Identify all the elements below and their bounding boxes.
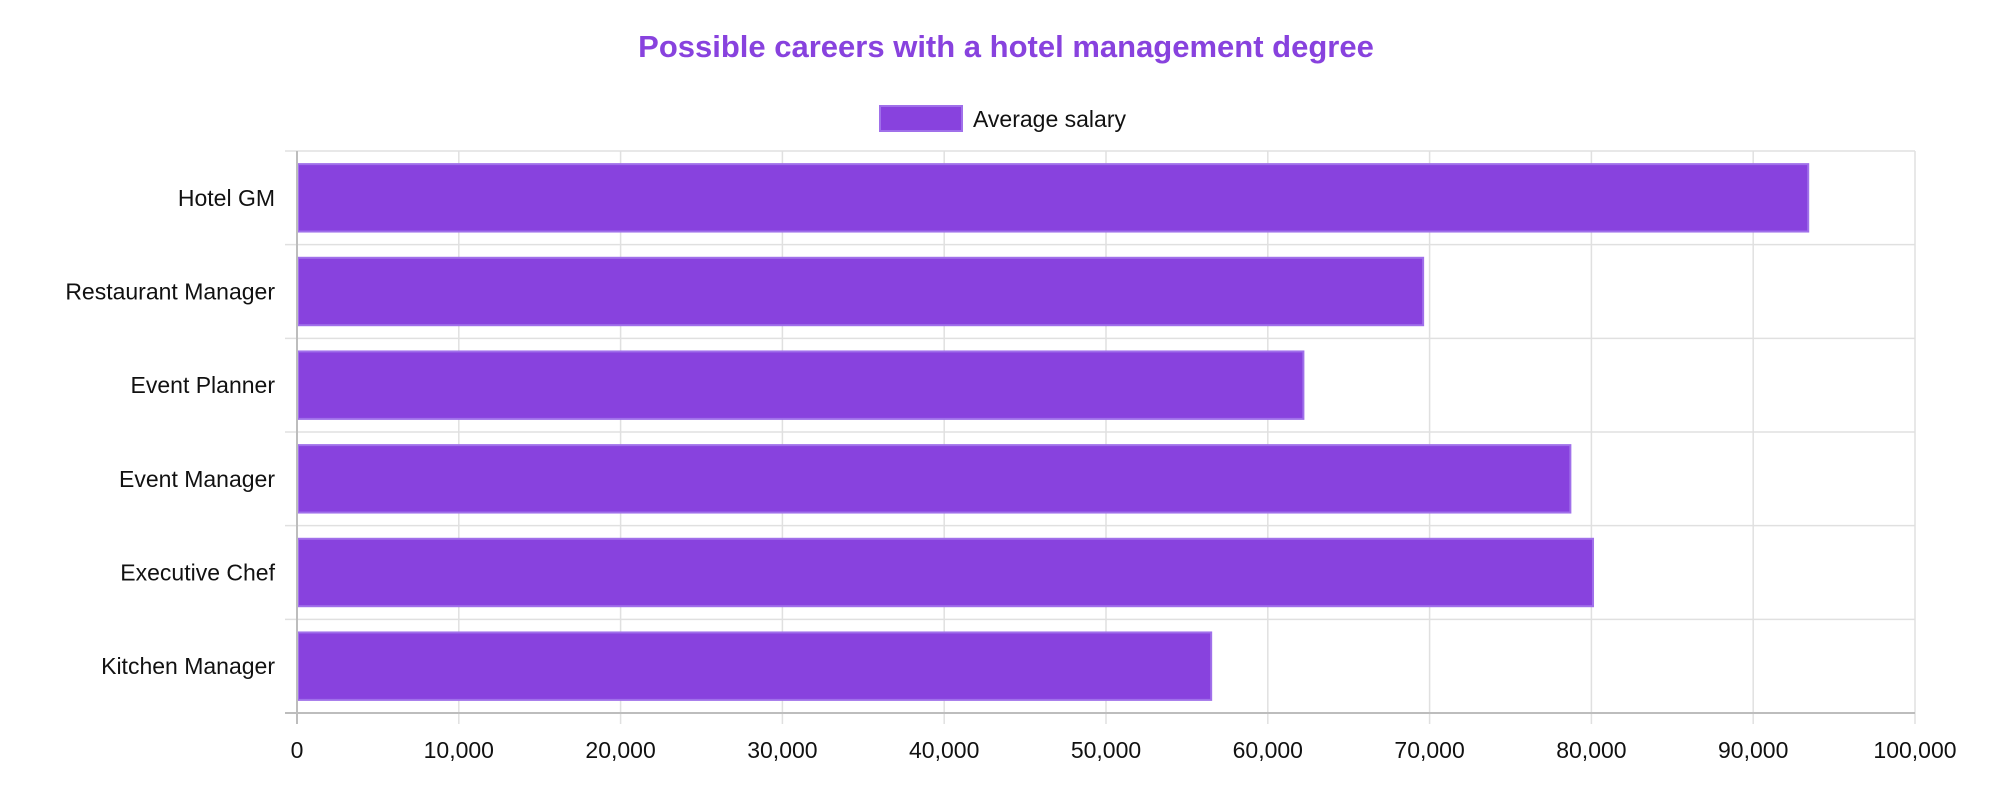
x-tick-label: 0 xyxy=(291,737,304,763)
bar-hotel-gm[interactable] xyxy=(297,163,1810,233)
x-tick-label: 90,000 xyxy=(1718,737,1788,763)
x-tick-label: 100,000 xyxy=(1873,737,1956,763)
chart-title: Possible careers with a hotel management… xyxy=(638,29,1374,64)
category-label: Event Planner xyxy=(131,372,276,398)
category-label: Kitchen Manager xyxy=(101,653,275,679)
x-tick-label: 40,000 xyxy=(909,737,979,763)
legend-label: Average salary xyxy=(973,106,1126,132)
x-tick-labels: 0 10,000 20,000 30,000 40,000 50,000 60,000 70,… xyxy=(291,737,1957,763)
x-tick-label: 70,000 xyxy=(1394,737,1464,763)
axes xyxy=(285,151,1915,724)
category-label: Hotel GM xyxy=(178,185,275,211)
x-tick-label: 60,000 xyxy=(1233,737,1303,763)
bar-event-planner[interactable] xyxy=(297,350,1305,420)
x-tick-label: 30,000 xyxy=(747,737,817,763)
category-labels: Hotel GM Restaurant Manager Event Planner E… xyxy=(65,185,275,679)
category-label: Event Manager xyxy=(119,466,275,492)
legend[interactable]: Average salary xyxy=(879,105,1126,132)
legend-swatch xyxy=(879,105,963,132)
category-label: Executive Chef xyxy=(120,560,275,586)
bars xyxy=(297,163,1810,701)
bar-restaurant-manager[interactable] xyxy=(297,256,1425,327)
x-tick-label: 20,000 xyxy=(585,737,655,763)
bar-executive-chef[interactable] xyxy=(297,537,1595,608)
x-tick-label: 50,000 xyxy=(1071,737,1141,763)
bar-event-manager[interactable] xyxy=(297,444,1572,514)
category-label: Restaurant Manager xyxy=(65,279,275,305)
bar-kitchen-manager[interactable] xyxy=(297,631,1213,701)
x-tick-label: 80,000 xyxy=(1556,737,1626,763)
x-tick-label: 10,000 xyxy=(424,737,494,763)
